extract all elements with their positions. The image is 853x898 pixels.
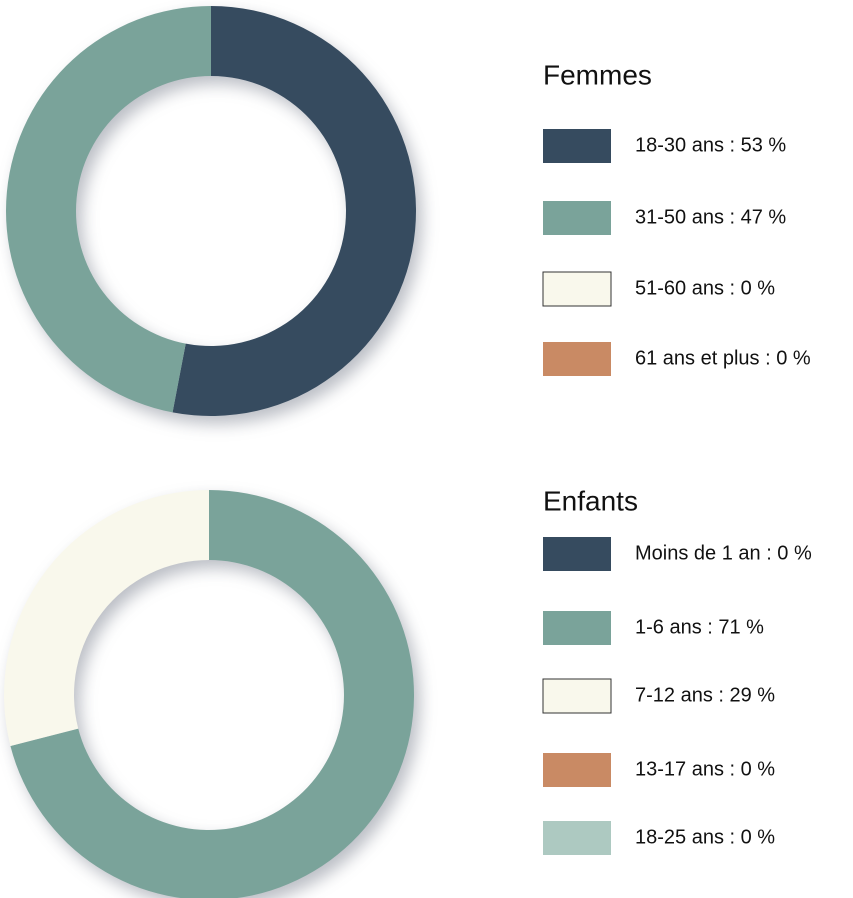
donut-slice <box>3 490 210 746</box>
legend-label: 1-6 ans : 71 % <box>635 616 764 638</box>
legend-label: 13-17 ans : 0 % <box>635 758 775 780</box>
legend-label: 31-50 ans : 47 % <box>635 206 786 228</box>
chart-title: Femmes <box>543 59 652 90</box>
legend-label: 18-25 ans : 0 % <box>635 826 775 848</box>
legend-swatch <box>543 821 611 855</box>
donut-slice <box>5 6 211 413</box>
legend-label: 51-60 ans : 0 % <box>635 277 775 299</box>
donut-slice <box>172 6 416 416</box>
legend-label: 7-12 ans : 29 % <box>635 684 775 706</box>
legend-swatch <box>543 342 611 376</box>
legend-swatch <box>542 271 612 307</box>
donut <box>5 6 416 416</box>
legend-swatch <box>542 678 612 714</box>
legend-label: Moins de 1 an : 0 % <box>635 542 812 564</box>
legend-swatch <box>543 537 611 571</box>
chart-title: Enfants <box>543 485 638 516</box>
legend-label: 18-30 ans : 53 % <box>635 134 786 156</box>
legend-swatch <box>543 753 611 787</box>
legend-swatch <box>543 201 611 235</box>
legend-swatch <box>543 611 611 645</box>
legend-label: 61 ans et plus : 0 % <box>635 347 811 369</box>
donut <box>3 490 414 898</box>
donut-slice <box>10 490 414 898</box>
legend-swatch <box>543 129 611 163</box>
